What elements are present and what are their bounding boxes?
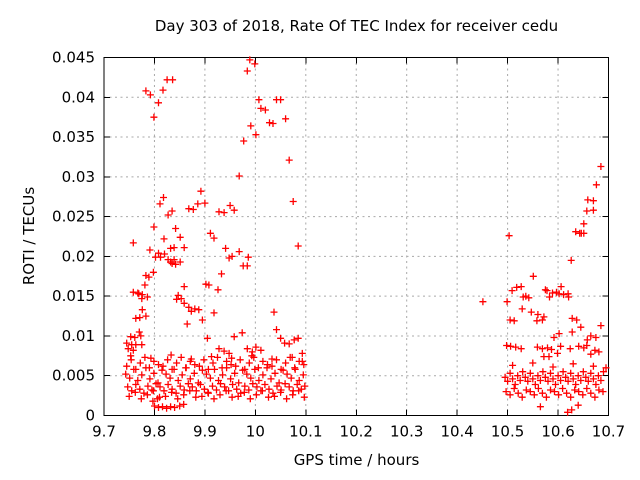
svg-text:0.005: 0.005 — [52, 367, 95, 385]
chart-title: Day 303 of 2018, Rate Of TEC Index for r… — [154, 17, 559, 35]
svg-text:0.045: 0.045 — [52, 49, 95, 67]
svg-text:0.02: 0.02 — [62, 247, 95, 265]
svg-text:10.4: 10.4 — [440, 423, 473, 441]
svg-text:0.03: 0.03 — [62, 168, 95, 186]
svg-text:0.01: 0.01 — [62, 327, 95, 345]
svg-text:9.8: 9.8 — [143, 423, 167, 441]
svg-text:9.7: 9.7 — [92, 423, 116, 441]
x-axis-label: GPS time / hours — [293, 451, 420, 469]
svg-text:10.6: 10.6 — [541, 423, 574, 441]
y-axis-label: ROTI / TECUs — [20, 186, 38, 286]
svg-text:0.04: 0.04 — [62, 88, 95, 106]
svg-text:10.5: 10.5 — [491, 423, 524, 441]
svg-text:0.015: 0.015 — [52, 287, 95, 305]
svg-text:0: 0 — [85, 407, 95, 425]
svg-text:10.1: 10.1 — [289, 423, 322, 441]
svg-text:10.2: 10.2 — [340, 423, 373, 441]
svg-text:9.9: 9.9 — [193, 423, 217, 441]
svg-text:10.3: 10.3 — [390, 423, 423, 441]
svg-text:0.025: 0.025 — [52, 208, 95, 226]
svg-text:0.035: 0.035 — [52, 128, 95, 146]
svg-text:10: 10 — [246, 423, 265, 441]
svg-text:10.7: 10.7 — [592, 423, 625, 441]
